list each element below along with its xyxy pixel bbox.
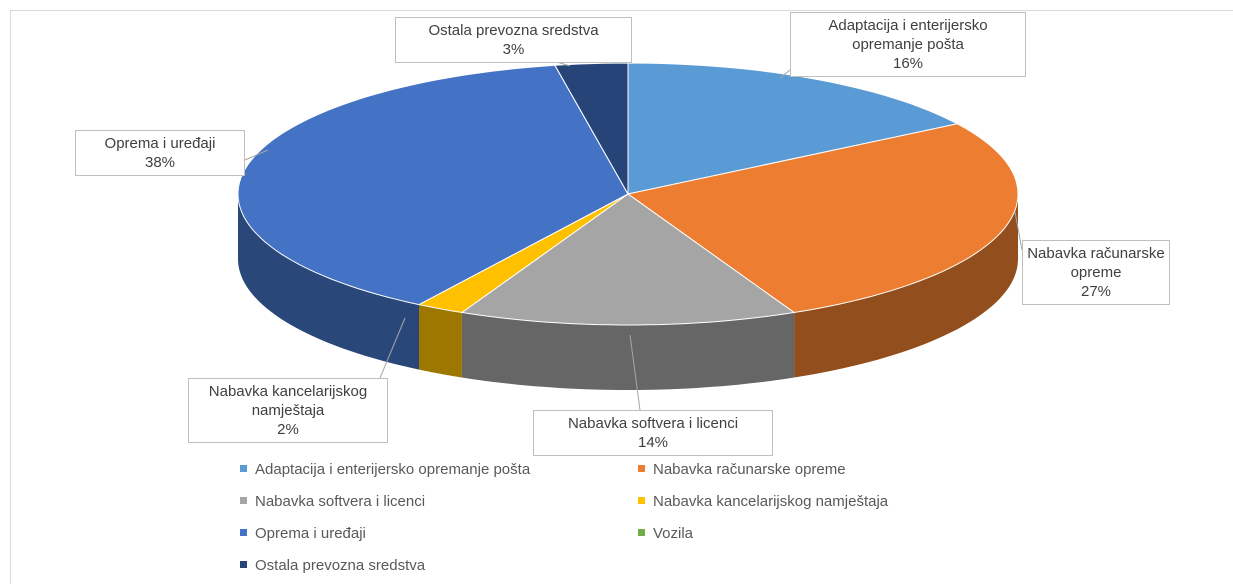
data-label: Nabavka računarske opreme 27% <box>1022 240 1170 305</box>
legend-label: Nabavka softvera i licenci <box>255 493 426 510</box>
leader-line <box>1014 211 1023 251</box>
legend-item: Nabavka računarske opreme <box>638 461 846 478</box>
data-label-name: Nabavka kancelarijskog namještaja <box>208 383 368 419</box>
leader-line <box>779 69 791 79</box>
legend-swatch <box>638 528 645 536</box>
slice-side <box>794 194 1018 378</box>
legend-label: Nabavka kancelarijskog namještaja <box>653 493 889 510</box>
legend-label: Adaptacija i enterijersko opremanje pošt… <box>255 461 531 478</box>
data-label: Oprema i uređaji 38% <box>75 130 245 176</box>
slice <box>554 62 629 196</box>
data-label: Nabavka kancelarijskog namještaja 2% <box>188 378 388 443</box>
data-label-name: Nabavka računarske opreme <box>1027 245 1165 281</box>
data-label: Adaptacija i enterijersko opremanje pošt… <box>790 12 1026 77</box>
legend-swatch <box>240 560 247 568</box>
legend-item: Oprema i uređaji <box>240 525 366 542</box>
chart-frame <box>10 10 1233 584</box>
legend-swatch <box>638 496 645 504</box>
legend-item: Vozila <box>638 525 693 542</box>
leader-line <box>629 334 641 411</box>
legend-item: Nabavka kancelarijskog namještaja <box>638 493 888 510</box>
slice <box>460 193 796 326</box>
slice <box>627 62 959 195</box>
data-label: Nabavka softvera i licenci 14% <box>533 410 773 456</box>
slice-side <box>419 304 462 378</box>
legend-swatch <box>638 464 645 472</box>
slice-side <box>238 194 419 370</box>
data-label-value: 27% <box>1080 283 1112 300</box>
data-label-value: 14% <box>637 434 669 451</box>
slice <box>626 123 1019 314</box>
data-label-value: 38% <box>144 154 176 171</box>
leader-line <box>244 149 269 161</box>
legend-label: Vozila <box>653 525 694 542</box>
data-label-value: 3% <box>502 41 525 58</box>
data-label-name: Adaptacija i enterijersko opremanje pošt… <box>828 17 988 53</box>
legend-swatch <box>240 496 247 504</box>
data-label-name: Oprema i uređaji <box>104 135 216 152</box>
slice-side <box>461 312 795 390</box>
legend-label: Oprema i uređaji <box>255 525 366 542</box>
data-label-value: 16% <box>892 55 924 72</box>
data-label-value: 2% <box>277 421 299 438</box>
legend-label: Ostala prevozna sredstva <box>255 557 426 574</box>
leader-line <box>379 317 406 379</box>
data-label-name: Ostala prevozna sredstva <box>428 22 599 39</box>
legend-label: Nabavka računarske opreme <box>653 461 846 478</box>
legend-swatch <box>240 528 247 536</box>
pie-sides <box>238 194 1018 390</box>
data-label-name: Nabavka softvera i licenci <box>567 415 739 432</box>
legend-item: Adaptacija i enterijersko opremanje pošt… <box>240 461 530 478</box>
data-label: Ostala prevozna sredstva 3% <box>395 17 632 63</box>
legend-item: Ostala prevozna sredstva <box>240 557 425 574</box>
legend-swatch <box>240 464 247 472</box>
legend-item: Nabavka softvera i licenci <box>240 493 425 510</box>
